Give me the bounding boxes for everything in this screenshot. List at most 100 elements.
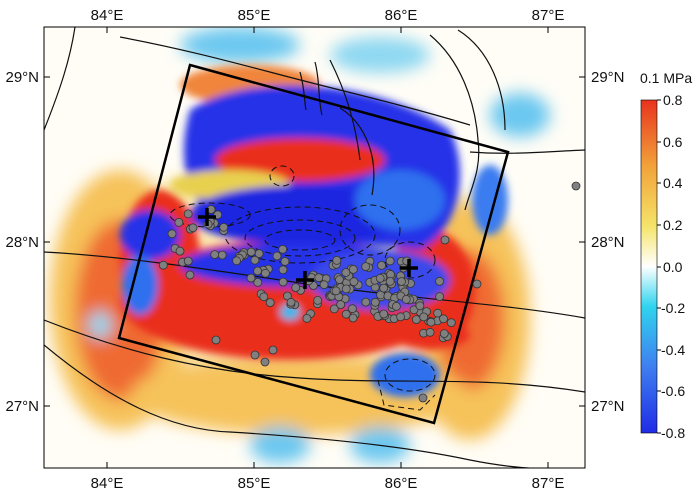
- aftershock-dot: [278, 277, 288, 287]
- lon-label: 87°E: [532, 475, 565, 492]
- aftershock-dot: [185, 270, 195, 280]
- aftershock-dot: [446, 318, 456, 328]
- aftershock-dot: [313, 295, 323, 305]
- aftershock-dot: [439, 329, 449, 339]
- aftershock-dot: [361, 262, 371, 272]
- aftershock-dot: [379, 309, 389, 319]
- colorbar-tick: -0.6: [661, 383, 685, 399]
- aftershock-dot: [286, 297, 296, 307]
- aftershock-dot: [268, 345, 278, 355]
- map-frame: [43, 26, 586, 469]
- colorbar-tick: 0.2: [663, 217, 683, 233]
- lat-label: 27°N: [591, 398, 625, 415]
- aftershock-dot: [401, 294, 411, 304]
- aftershock-dot: [259, 292, 269, 302]
- colorbar-tick: 0.6: [663, 134, 683, 150]
- aftershock-dot: [260, 357, 270, 367]
- aftershock-dot: [265, 298, 275, 308]
- aftershock-dot: [415, 301, 425, 311]
- lon-label: 85°E: [238, 475, 271, 492]
- aftershock-dot: [272, 251, 282, 261]
- aftershock-dot: [260, 268, 270, 278]
- lon-label: 87°E: [532, 7, 565, 24]
- colorbar-tick: -0.4: [661, 342, 685, 358]
- aftershock-dot: [341, 268, 351, 277]
- aftershock-dot: [302, 313, 312, 323]
- aftershock-dot: [397, 277, 406, 286]
- aftershock-dot: [435, 276, 445, 286]
- aftershock-dot: [246, 247, 256, 257]
- aftershock-dot: [418, 393, 428, 403]
- colorbar-tick: -0.2: [661, 300, 685, 316]
- aftershock-dot: [385, 276, 395, 286]
- aftershock-dot: [291, 283, 301, 293]
- lat-label: 27°N: [5, 398, 39, 415]
- aftershock-dot: [174, 217, 184, 227]
- aftershock-dot: [426, 317, 436, 327]
- model-boundary: [117, 63, 510, 425]
- aftershock-dot: [379, 283, 389, 293]
- aftershock-dot: [183, 209, 193, 219]
- aftershock-dot: [211, 335, 221, 345]
- aftershock-dot: [335, 275, 344, 285]
- aftershock-dot: [341, 309, 351, 319]
- aftershock-dot: [385, 256, 395, 266]
- lon-label: 86°E: [385, 475, 418, 492]
- aftershock-dot: [435, 292, 445, 302]
- mainshock-marker: [198, 208, 216, 226]
- colorbar: 0.1 MPa 0.8 0.6 0.4 0.2 0.0 -0.2 -0.4 -0…: [640, 70, 692, 441]
- aftershock-dot: [183, 256, 193, 266]
- aftershock-dot: [314, 273, 324, 283]
- lat-label: 29°N: [591, 69, 625, 86]
- aftershock-dot: [219, 222, 229, 232]
- aftershock-dot: [348, 313, 358, 323]
- mainshock-markers: [198, 208, 418, 289]
- aftershock-dot: [278, 244, 288, 254]
- mainshock-marker: [400, 259, 418, 277]
- colorbar-gradient: [640, 99, 658, 434]
- mainshock-marker: [296, 271, 314, 289]
- aftershock-dot: [440, 235, 450, 245]
- aftershock-dot: [175, 246, 185, 256]
- aftershock-dot: [167, 229, 177, 239]
- colorbar-tick: 0.4: [663, 175, 683, 191]
- lon-labels-bottom: 84°E 85°E 86°E 87°E: [91, 475, 565, 492]
- aftershock-dot: [332, 255, 342, 265]
- lon-label: 85°E: [238, 7, 271, 24]
- aftershock-dot: [341, 284, 351, 294]
- colorbar-unit: 0.1 MPa: [640, 70, 692, 86]
- aftershock-dot: [370, 297, 380, 307]
- lat-label: 29°N: [5, 69, 39, 86]
- aftershock-dot: [361, 297, 371, 307]
- colorbar-tick: 0.8: [663, 92, 683, 108]
- aftershock-dot: [278, 265, 288, 275]
- aftershock-dot: [349, 277, 359, 287]
- aftershock-dot: [250, 350, 260, 360]
- aftershock-dot: [377, 260, 387, 270]
- colorbar-tick: -0.8: [661, 425, 685, 441]
- aftershock-dot: [331, 286, 341, 296]
- aftershock-dot: [472, 279, 482, 289]
- colorbar-tick: 0.0: [663, 259, 683, 275]
- aftershock-dot: [188, 223, 198, 233]
- stress-field: [44, 27, 585, 468]
- lon-labels-top: 84°E 85°E 86°E 87°E: [91, 7, 565, 24]
- aftershock-dot: [419, 312, 429, 322]
- aftershock-dot: [253, 277, 263, 287]
- lat-labels-right: 29°N 28°N 27°N: [591, 69, 625, 415]
- contour-lines: [169, 165, 436, 411]
- lat-label: 28°N: [5, 234, 39, 251]
- aftershock-dot: [280, 256, 290, 266]
- lat-labels-left: 29°N 28°N 27°N: [5, 69, 39, 415]
- aftershock-dot: [217, 250, 227, 260]
- aftershock-dot: [254, 249, 264, 259]
- aftershock-dot: [411, 315, 421, 325]
- lon-label: 84°E: [91, 475, 124, 492]
- aftershock-dot: [439, 314, 448, 324]
- aftershock-dot: [158, 260, 168, 270]
- lon-label: 84°E: [91, 7, 124, 24]
- aftershock-dot: [571, 181, 581, 191]
- lon-label: 86°E: [385, 7, 418, 24]
- aftershock-dot: [319, 280, 329, 290]
